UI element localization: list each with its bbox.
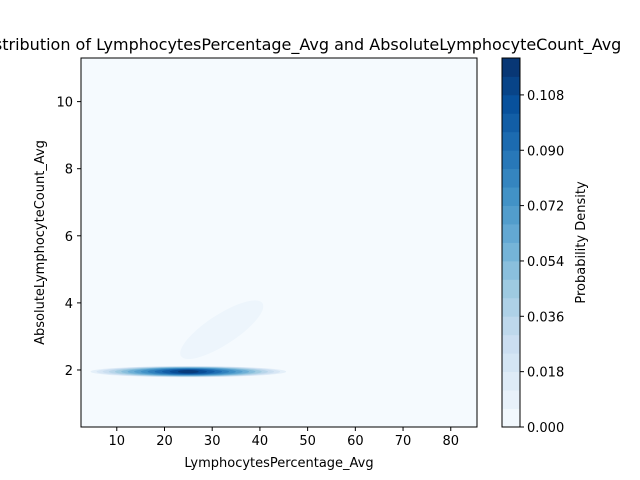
colorbar-segment bbox=[502, 297, 520, 317]
colorbar-segment bbox=[502, 371, 520, 391]
colorbar-segment bbox=[502, 242, 520, 262]
y-tick-label: 8 bbox=[65, 163, 73, 178]
plot-frame bbox=[80, 57, 478, 428]
x-tick-label: 40 bbox=[252, 434, 269, 449]
plot-area bbox=[81, 58, 477, 427]
colorbar-segment bbox=[502, 58, 520, 77]
x-tick-label: 60 bbox=[347, 434, 364, 449]
colorbar-label: Probability Density bbox=[574, 181, 589, 304]
density-contours bbox=[90, 300, 287, 378]
y-tick-label: 2 bbox=[65, 364, 73, 379]
colorbar-segment bbox=[502, 150, 520, 170]
density-band-level-14 bbox=[177, 370, 199, 374]
colorbar-segment bbox=[502, 187, 520, 206]
colorbar-segment bbox=[502, 408, 520, 428]
colorbar-segment bbox=[502, 316, 520, 336]
y-tick-label: 10 bbox=[56, 96, 73, 111]
colorbar-tick-label: 0.108 bbox=[527, 89, 564, 104]
colorbar-tick-label: 0.090 bbox=[527, 144, 564, 159]
density-region-secondary bbox=[180, 300, 264, 360]
colorbar-segment bbox=[502, 94, 520, 114]
x-axis-label: LymphocytesPercentage_Avg bbox=[184, 456, 373, 471]
colorbar-segment bbox=[502, 76, 520, 96]
colorbar-segment bbox=[502, 334, 520, 354]
colorbar-frame bbox=[501, 57, 521, 428]
colorbar-tick-label: 0.036 bbox=[527, 310, 564, 325]
x-tick-label: 50 bbox=[299, 434, 316, 449]
colorbar-segment bbox=[502, 224, 520, 243]
y-tick-label: 4 bbox=[65, 297, 73, 312]
y-tick-label: 6 bbox=[65, 230, 73, 245]
y-axis: 2 4 6 8 10 bbox=[56, 96, 81, 379]
x-tick-label: 80 bbox=[442, 434, 459, 449]
colorbar-segment bbox=[502, 168, 520, 188]
colorbar-tick-label: 0.054 bbox=[527, 255, 564, 270]
colorbar-tick-label: 0.072 bbox=[527, 200, 564, 215]
colorbar-tick-label: 0.018 bbox=[527, 366, 564, 381]
x-tick-label: 30 bbox=[204, 434, 221, 449]
y-axis-label: AbsoluteLymphocyteCount_Avg bbox=[33, 140, 48, 345]
x-tick-label: 20 bbox=[156, 434, 173, 449]
colorbar-segment bbox=[502, 279, 520, 299]
colorbar-segment bbox=[502, 113, 520, 133]
x-tick-label: 10 bbox=[109, 434, 126, 449]
chart-title: Joint Distribution of LymphocytesPercent… bbox=[0, 35, 621, 55]
colorbar-segment bbox=[502, 390, 520, 409]
colorbar-segment bbox=[502, 205, 520, 225]
x-axis: 10 20 30 40 50 60 70 80 bbox=[109, 427, 459, 449]
colorbar-segment bbox=[502, 353, 520, 373]
colorbar-segment bbox=[502, 260, 520, 280]
colorbar-segment bbox=[502, 131, 520, 151]
colorbar: 0.000 0.018 0.036 0.054 0.072 0.090 0.108 bbox=[501, 57, 564, 436]
colorbar-tick-label: 0.000 bbox=[527, 421, 564, 436]
x-tick-label: 70 bbox=[395, 434, 412, 449]
